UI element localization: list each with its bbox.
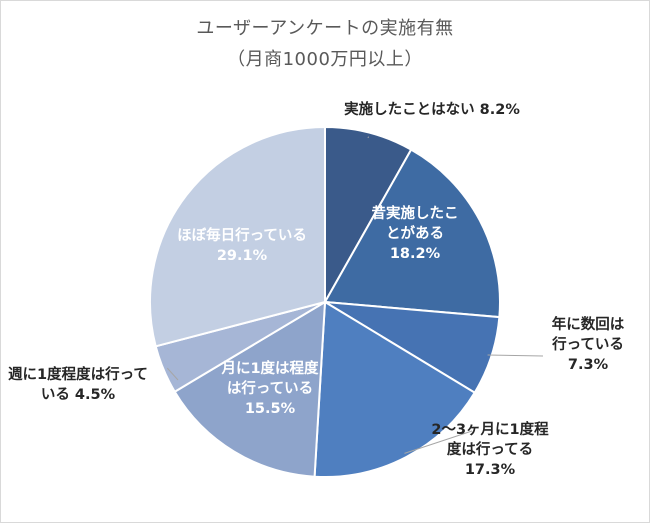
leader-line	[487, 354, 544, 357]
slice-label: ほぼ毎日行っている 29.1%	[177, 226, 307, 264]
slice-label-line: 実施したことはない 8.2%	[344, 100, 520, 118]
pie-slice	[323, 148, 501, 319]
slice-label-line: 29.1%	[217, 248, 268, 264]
pie-slice	[173, 300, 327, 478]
slice-labels: 実施したことはない 8.2% 昔実施したことがある 18.2% 年に数回は行っている 7…	[8, 100, 625, 478]
slice-label-line: は行っている	[227, 379, 313, 397]
pie-slice	[148, 125, 326, 348]
leader-line	[166, 367, 179, 381]
slice-label-line: いる 4.5%	[41, 387, 116, 403]
slice-label-line: 18.2%	[390, 246, 441, 262]
slice-label: 週に1度程度は行っている 4.5%	[8, 365, 148, 403]
slice-label: 2～3ヶ月に1度程度は行ってる 17.3%	[431, 420, 549, 478]
slice-label-line: 17.3%	[465, 462, 516, 478]
slice-label-line: 度は行ってる	[447, 440, 533, 458]
slice-label: 年に数回は行っている 7.3%	[551, 315, 625, 373]
slice-label-line: ほぼ毎日行っている	[177, 226, 307, 244]
slice-label-line: 月に1度は程度	[220, 359, 319, 377]
leader-line	[404, 430, 473, 454]
slice-label-line: 行っている	[551, 335, 624, 353]
slice-label-line: 7.3%	[568, 357, 609, 373]
slice-label-line: 2～3ヶ月に1度程	[431, 420, 549, 438]
pie-slice	[313, 300, 477, 479]
slice-label-line: とがある	[386, 224, 444, 242]
chart-subtitle: （月商1000万円以上）	[227, 49, 423, 70]
leader-lines	[166, 136, 544, 454]
chart-title: ユーザーアンケートの実施有無	[196, 18, 454, 39]
pie-slice	[324, 125, 413, 306]
slice-label-line: 昔実施したこ	[372, 204, 459, 222]
slice-label: 実施したことはない 8.2%	[344, 100, 520, 118]
slice-label: 月に1度は程度は行っている 15.5%	[220, 359, 319, 417]
slice-label-line: 年に数回は	[552, 315, 625, 333]
slice-label-line: 週に1度程度は行って	[8, 365, 148, 383]
pie-slices	[148, 125, 501, 479]
leader-line	[367, 136, 369, 139]
slice-label-line: 15.5%	[245, 401, 296, 417]
slice-label: 昔実施したことがある 18.2%	[372, 204, 459, 262]
